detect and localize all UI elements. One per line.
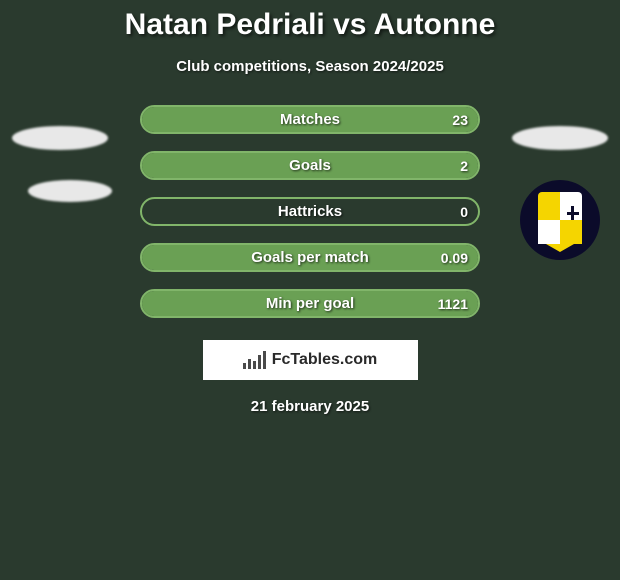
date-text: 21 february 2025 bbox=[0, 398, 620, 415]
stat-row: Min per goal 1121 bbox=[140, 289, 480, 318]
subtitle: Club competitions, Season 2024/2025 bbox=[0, 58, 620, 75]
brand-badge[interactable]: FcTables.com bbox=[203, 340, 418, 380]
club-logo bbox=[520, 180, 600, 260]
stat-label: Min per goal bbox=[266, 295, 354, 312]
stat-row: Hattricks 0 bbox=[140, 197, 480, 226]
stat-row: Matches 23 bbox=[140, 105, 480, 134]
stat-value-right: 1121 bbox=[438, 296, 468, 312]
stat-label: Hattricks bbox=[278, 203, 342, 220]
placeholder-ellipse bbox=[28, 180, 112, 202]
stat-value-right: 2 bbox=[460, 158, 468, 174]
stat-label: Matches bbox=[280, 111, 340, 128]
placeholder-ellipse bbox=[12, 126, 108, 150]
stat-row: Goals per match 0.09 bbox=[140, 243, 480, 272]
stat-label: Goals per match bbox=[251, 249, 369, 266]
stat-value-right: 0 bbox=[460, 204, 468, 220]
page-title: Natan Pedriali vs Autonne bbox=[0, 0, 620, 42]
stat-value-right: 23 bbox=[452, 112, 468, 128]
stat-value-right: 0.09 bbox=[441, 250, 468, 266]
stat-label: Goals bbox=[289, 157, 331, 174]
shield-icon bbox=[538, 192, 582, 248]
stat-row: Goals 2 bbox=[140, 151, 480, 180]
placeholder-ellipse bbox=[512, 126, 608, 150]
chart-icon bbox=[243, 351, 266, 369]
brand-text: FcTables.com bbox=[272, 351, 378, 369]
